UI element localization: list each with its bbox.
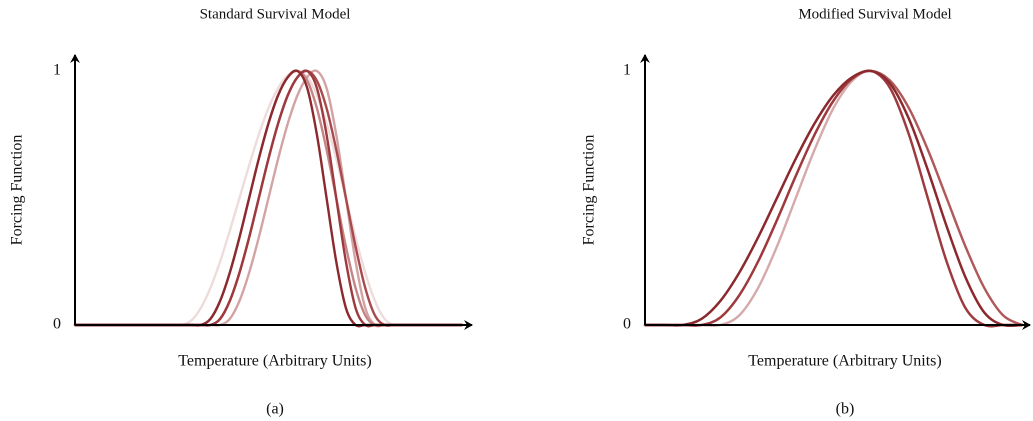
y-tick-label: 0 bbox=[623, 316, 631, 333]
caption: (a) bbox=[266, 401, 284, 418]
y-tick-label: 0 bbox=[53, 316, 61, 333]
curve bbox=[643, 69, 1024, 328]
caption: (b) bbox=[836, 401, 855, 418]
chart-title: Standard Survival Model bbox=[200, 6, 351, 22]
y-tick-label: 1 bbox=[53, 62, 61, 79]
curve bbox=[643, 69, 1024, 328]
curve bbox=[643, 69, 1024, 328]
y-tick-label: 1 bbox=[623, 62, 631, 79]
y-axis-label: Forcing Function bbox=[9, 135, 26, 246]
y-axis-label: Forcing Function bbox=[581, 135, 598, 246]
chart-title: Modified Survival Model bbox=[798, 6, 951, 22]
x-axis-label: Temperature (Arbitrary Units) bbox=[178, 353, 371, 370]
x-axis-label: Temperature (Arbitrary Units) bbox=[748, 353, 941, 370]
